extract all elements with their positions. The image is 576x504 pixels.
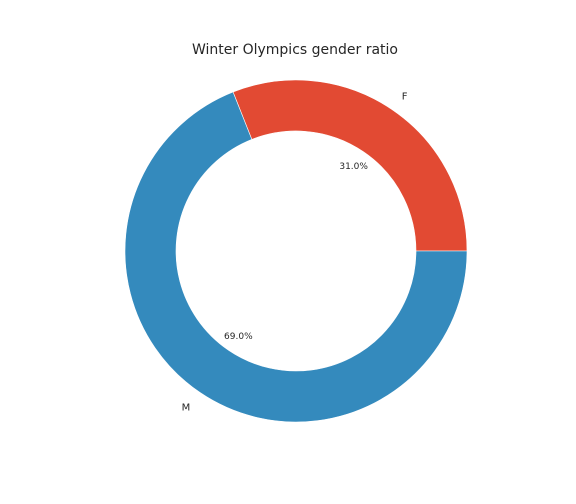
chart-title: Winter Olympics gender ratio: [192, 42, 398, 58]
pie-slices: [124, 79, 468, 423]
slice-percent-m: 69.0%: [224, 332, 253, 342]
pie-slice-m: [124, 91, 468, 423]
slice-percent-f: 31.0%: [339, 162, 368, 172]
pie-labels: F 31.0% M 69.0%: [182, 91, 408, 413]
slice-label-m: M: [182, 403, 191, 414]
pie-slice-f: [232, 79, 468, 252]
slice-label-f: F: [402, 91, 408, 102]
